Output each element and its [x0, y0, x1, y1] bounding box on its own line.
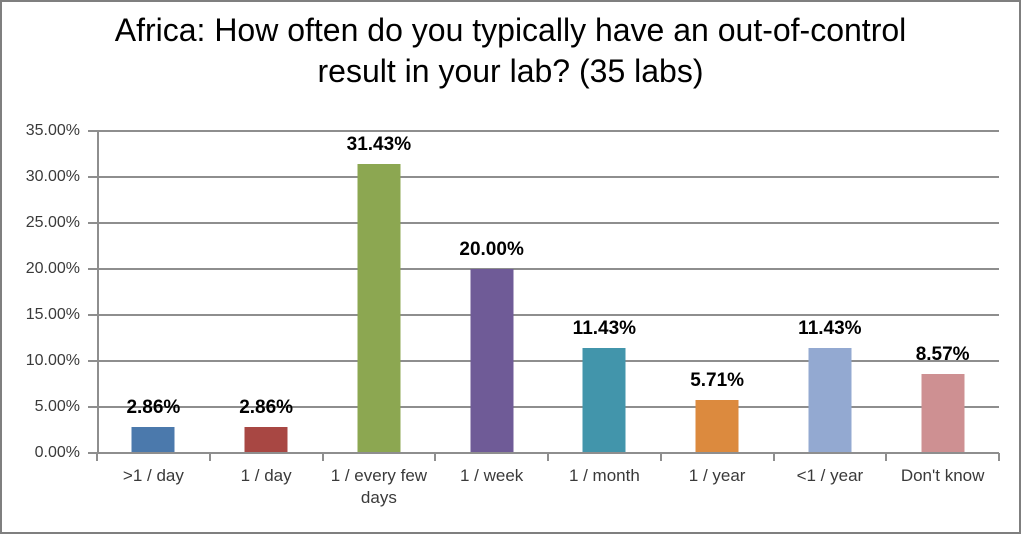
y-tick-mark: [88, 222, 97, 224]
bar-slot: 2.86% >1 / day: [97, 131, 210, 485]
x-tick-mark: [434, 453, 437, 461]
bar-slot: 8.57% Don't know: [886, 131, 999, 485]
y-tick-label: 30.00%: [25, 168, 80, 185]
bar-slot: 11.43% 1 / month: [548, 131, 661, 485]
y-tick-label: 35.00%: [25, 122, 80, 139]
bar-value-label: 11.43%: [798, 317, 862, 339]
y-tick-label: 20.00%: [25, 260, 80, 277]
y-tick-mark: [88, 268, 97, 271]
gridline: [97, 222, 999, 224]
y-tick-mark: [88, 176, 97, 178]
y-tick-mark: [88, 360, 97, 363]
x-category-label: <1 / year: [796, 466, 864, 485]
bar-slot: 2.86% 1 / day: [210, 131, 323, 485]
bar-value-label: 20.00%: [459, 239, 524, 261]
y-tick-label: 0.00%: [34, 444, 80, 461]
x-tick-mark: [208, 453, 211, 461]
x-tick-mark: [885, 453, 888, 461]
x-category-label: 1 / every few days: [330, 466, 428, 508]
bar: [808, 347, 852, 453]
bar: [357, 163, 401, 453]
x-tick-mark: [772, 453, 775, 461]
bar: [582, 347, 626, 453]
gridline: [97, 314, 999, 316]
x-category-label: 1 / day: [240, 466, 292, 485]
bar-value-label: 31.43%: [346, 133, 412, 155]
y-tick-label: 25.00%: [25, 214, 80, 231]
y-tick-mark: [88, 406, 97, 409]
plot-area: 2.86% >1 / day 2.86% 1 / day 31.43% 1 / every…: [96, 130, 1000, 507]
bar-value-label: 2.86%: [239, 396, 294, 418]
x-category-label: >1 / day: [122, 466, 184, 485]
gridline: [97, 360, 999, 363]
y-tick-label: 5.00%: [34, 398, 80, 415]
bar-value-label: 2.86%: [126, 396, 181, 418]
gridline: [97, 268, 999, 271]
chart-title: Africa: How often do you typically have …: [114, 12, 907, 89]
x-category-label: Don't know: [900, 466, 985, 485]
y-tick-mark: [88, 130, 97, 132]
gridline: [97, 130, 999, 132]
gridline: [97, 406, 999, 409]
x-category-label: 1 / week: [459, 466, 524, 485]
x-tick-mark: [547, 453, 549, 461]
x-tick-mark: [659, 453, 662, 461]
gridline: [97, 176, 999, 178]
y-axis: 0.00% 5.00% 10.00% 15.00% 20.00% 25.00% 30.00%…: [2, 122, 97, 461]
x-tick-mark: [321, 453, 324, 461]
x-category-label: 1 / year: [688, 466, 746, 485]
y-tick-label: 15.00%: [25, 306, 80, 323]
bar: [695, 400, 739, 453]
bar-slot: 20.00% 1 / week: [435, 131, 548, 485]
x-tick-mark: [96, 453, 98, 461]
bar-value-label: 11.43%: [572, 317, 637, 339]
bar: [470, 269, 514, 453]
bar-series: 2.86% >1 / day 2.86% 1 / day 31.43% 1 / every…: [97, 131, 999, 507]
bar: [244, 426, 288, 453]
y-tick-mark: [88, 452, 97, 454]
y-tick-mark: [88, 314, 97, 316]
bar-slot: 5.71% 1 / year: [661, 131, 774, 485]
bar-slot: 11.43% <1 / year: [774, 131, 887, 485]
x-axis-line: [97, 452, 999, 454]
y-tick-label: 10.00%: [25, 352, 80, 369]
bar: [131, 426, 175, 453]
bar-value-label: 5.71%: [690, 370, 745, 392]
bar-value-label: 8.57%: [915, 344, 970, 366]
x-tick-mark: [998, 453, 1000, 461]
bar: [921, 374, 965, 453]
bar-slot: 31.43% 1 / every few days: [323, 131, 436, 507]
x-category-label: 1 / month: [568, 466, 640, 485]
y-axis-line: [97, 131, 99, 453]
